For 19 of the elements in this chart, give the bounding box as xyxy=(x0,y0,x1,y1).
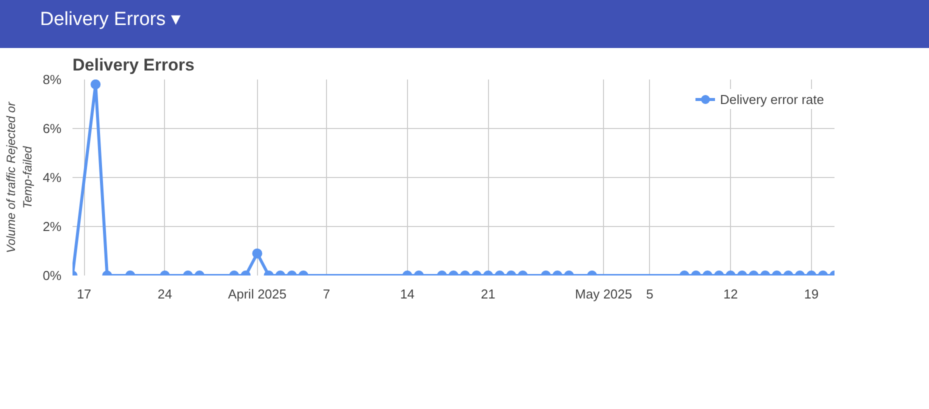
x-tick-label: 5 xyxy=(646,286,654,302)
x-tick-label: 12 xyxy=(723,286,738,302)
x-tick-label: 7 xyxy=(322,286,330,302)
y-tick-label: 6% xyxy=(42,121,62,136)
y-tick-label: 4% xyxy=(42,170,62,185)
y-tick-label: 0% xyxy=(42,268,62,283)
x-tick-label: 24 xyxy=(158,286,172,302)
legend-label: Delivery error rate xyxy=(720,92,824,106)
x-tick-label: April 2025 xyxy=(228,286,287,302)
y-axis-title: Volume of traffic Rejected or Temp-failed xyxy=(4,101,35,253)
x-tick-label: 21 xyxy=(480,286,496,302)
x-tick-label: 19 xyxy=(804,286,819,302)
x-tick-label: 17 xyxy=(76,286,92,302)
text: Delivery Errors ▾ xyxy=(40,9,181,30)
y-tick-label: 2% xyxy=(42,219,62,234)
x-tick-label: May 2025 xyxy=(575,286,632,302)
chart-title: Delivery Errors xyxy=(72,56,194,74)
x-tick-label: 14 xyxy=(400,286,415,302)
y-tick-label: 8% xyxy=(42,72,62,87)
